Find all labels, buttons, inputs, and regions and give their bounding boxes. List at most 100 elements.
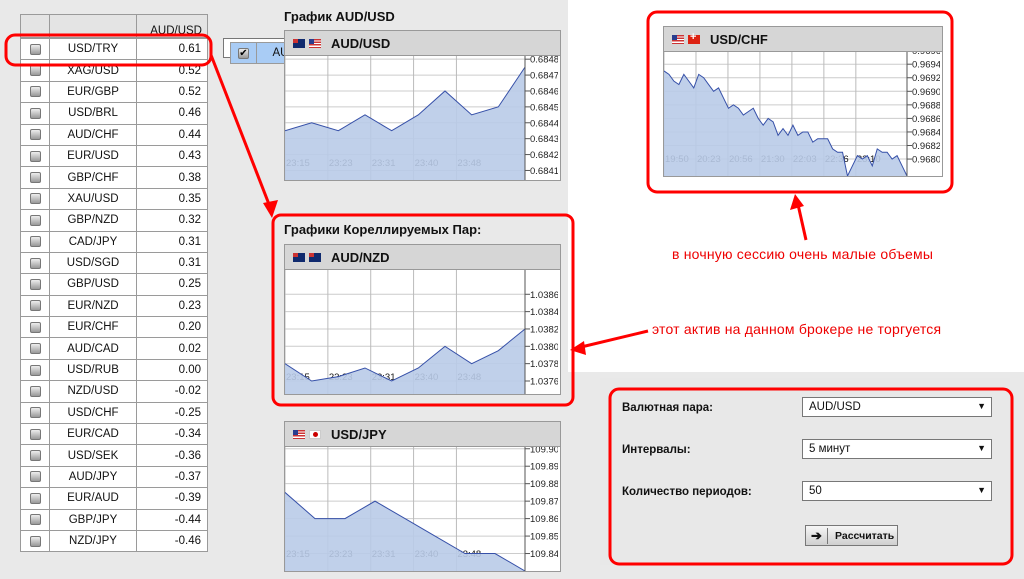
row-checkbox[interactable]: ✔ [237, 47, 249, 59]
correlation-value: 0.31 [136, 230, 208, 253]
chart-plot: 0.9680 0.9682 0.9684 0.9686 0.9688 0.9690 0.96… [664, 52, 940, 176]
y-tick-label: 1.0380 [530, 342, 558, 353]
row-checkbox-cell [20, 230, 50, 253]
table-row[interactable]: EUR/CAD -0.34 [20, 423, 208, 446]
row-checkbox-cell [20, 187, 50, 211]
row-checkbox[interactable] [29, 364, 41, 376]
row-checkbox[interactable] [29, 514, 41, 526]
row-checkbox-cell [20, 423, 50, 446]
correlation-value: 0.23 [136, 294, 208, 318]
chart-aud-usd: AUD/USD 0.6841 0.6842 0.6843 0.6844 0.6845 0.6… [284, 30, 561, 181]
arrowhead-icon [263, 200, 278, 218]
table-row[interactable]: EUR/USD 0.43 [20, 144, 208, 168]
table-row[interactable]: EUR/NZD 0.23 [20, 294, 208, 318]
pair-name: USD/RUB [49, 358, 137, 382]
table-row[interactable]: USD/SEK -0.36 [20, 444, 208, 467]
row-checkbox[interactable] [29, 428, 41, 440]
area-fill [285, 492, 525, 571]
y-tick-label: 109.86 [530, 514, 558, 525]
correlation-value: -0.37 [136, 465, 208, 489]
y-tick-label: 0.9686 [912, 114, 940, 125]
flag-us-icon [309, 38, 321, 48]
table-row[interactable]: NZD/JPY -0.46 [20, 529, 208, 553]
row-checkbox[interactable] [29, 43, 41, 55]
row-checkbox-cell [20, 123, 50, 146]
table-row[interactable]: GBP/USD 0.25 [20, 273, 208, 296]
row-checkbox-cell [20, 487, 50, 510]
table-row[interactable]: USD/BRL 0.46 [20, 102, 208, 125]
periods-select[interactable]: 50 ▼ [802, 481, 992, 501]
table-row[interactable]: EUR/GBP 0.52 [20, 80, 208, 104]
table-row[interactable]: CAD/JPY 0.31 [20, 230, 208, 253]
y-tick-label: 109.84 [530, 549, 558, 560]
y-tick-label: 109.87 [530, 497, 558, 508]
row-checkbox[interactable] [29, 300, 41, 312]
table-row[interactable]: AUD/CHF 0.44 [20, 123, 208, 146]
calculate-button[interactable]: ➔ Рассчитать [805, 525, 898, 546]
row-checkbox[interactable] [29, 407, 41, 419]
table-row[interactable]: USD/SGD 0.31 [20, 251, 208, 275]
y-tick-label: 0.6843 [530, 134, 558, 145]
correlation-value: -0.36 [136, 444, 208, 467]
row-checkbox[interactable] [29, 321, 41, 333]
pair-name: EUR/CAD [49, 423, 137, 446]
interval-select[interactable]: 5 минут ▼ [802, 439, 992, 459]
y-tick-label: 0.6842 [530, 150, 558, 161]
row-checkbox-cell [20, 529, 50, 553]
table-row[interactable]: USD/RUB 0.00 [20, 358, 208, 382]
row-checkbox[interactable] [29, 107, 41, 119]
row-checkbox[interactable] [29, 278, 41, 290]
row-checkbox[interactable] [29, 214, 41, 226]
table-row[interactable]: EUR/AUD -0.39 [20, 487, 208, 510]
row-checkbox[interactable] [29, 535, 41, 547]
row-checkbox[interactable] [29, 343, 41, 355]
correlation-value: 0.44 [136, 123, 208, 146]
pair-name: EUR/AUD [49, 487, 137, 510]
row-checkbox-cell [20, 144, 50, 168]
row-checkbox[interactable] [29, 65, 41, 77]
row-checkbox[interactable] [29, 129, 41, 141]
table-row[interactable]: AUD/CAD 0.02 [20, 337, 208, 360]
table-row[interactable]: NZD/USD -0.02 [20, 380, 208, 403]
pair-select[interactable]: AUD/USD ▼ [802, 397, 992, 417]
row-checkbox[interactable] [29, 471, 41, 483]
row-checkbox[interactable] [29, 86, 41, 98]
table-row[interactable]: XAU/USD 0.35 [20, 187, 208, 211]
row-checkbox[interactable] [29, 236, 41, 248]
header-value: AUD/USD [136, 14, 208, 38]
settings-form: Валютная пара: AUD/USD ▼ Интервалы: 5 мин… [600, 378, 1010, 565]
row-checkbox[interactable] [29, 150, 41, 162]
row-checkbox-cell [20, 294, 50, 318]
row-checkbox[interactable] [29, 492, 41, 504]
pair-name: EUR/NZD [49, 294, 137, 318]
flag-au-icon [293, 252, 305, 262]
row-checkbox-cell [20, 251, 50, 275]
y-tick-label: 0.9694 [912, 60, 940, 71]
table-row[interactable]: GBP/CHF 0.38 [20, 166, 208, 189]
row-checkbox[interactable] [29, 385, 41, 397]
row-checkbox[interactable] [29, 172, 41, 183]
chart-plot: 109.84 109.85 109.86 109.87 109.88 109.89 109.… [285, 447, 558, 571]
row-checkbox[interactable] [29, 257, 41, 269]
pair-name: USD/SGD [49, 251, 137, 275]
table-row[interactable]: GBP/JPY -0.44 [20, 508, 208, 531]
table-row[interactable]: USD/TRY 0.61 [20, 37, 208, 61]
row-checkbox[interactable] [29, 450, 41, 462]
table-row[interactable]: GBP/NZD 0.32 [20, 209, 208, 232]
table-row[interactable]: AUD/JPY -0.37 [20, 465, 208, 489]
row-checkbox[interactable] [29, 193, 41, 205]
table-row[interactable]: XAG/USD 0.52 [20, 59, 208, 82]
y-tick-label: 0.6847 [530, 71, 558, 82]
header-check [20, 14, 50, 38]
correlation-value: 0.43 [136, 144, 208, 168]
y-tick-label: 0.9688 [912, 100, 940, 111]
row-checkbox-cell [20, 444, 50, 467]
correlation-value: 0.00 [136, 358, 208, 382]
chart-header: USD/JPY [285, 422, 560, 447]
header-pair [49, 14, 137, 38]
y-tick-label: 1.0386 [530, 290, 558, 301]
table-row[interactable]: EUR/CHF 0.20 [20, 316, 208, 339]
table-row[interactable]: USD/CHF -0.25 [20, 401, 208, 425]
y-tick-label: 109.85 [530, 532, 558, 543]
y-tick-label: 0.9682 [912, 141, 940, 152]
